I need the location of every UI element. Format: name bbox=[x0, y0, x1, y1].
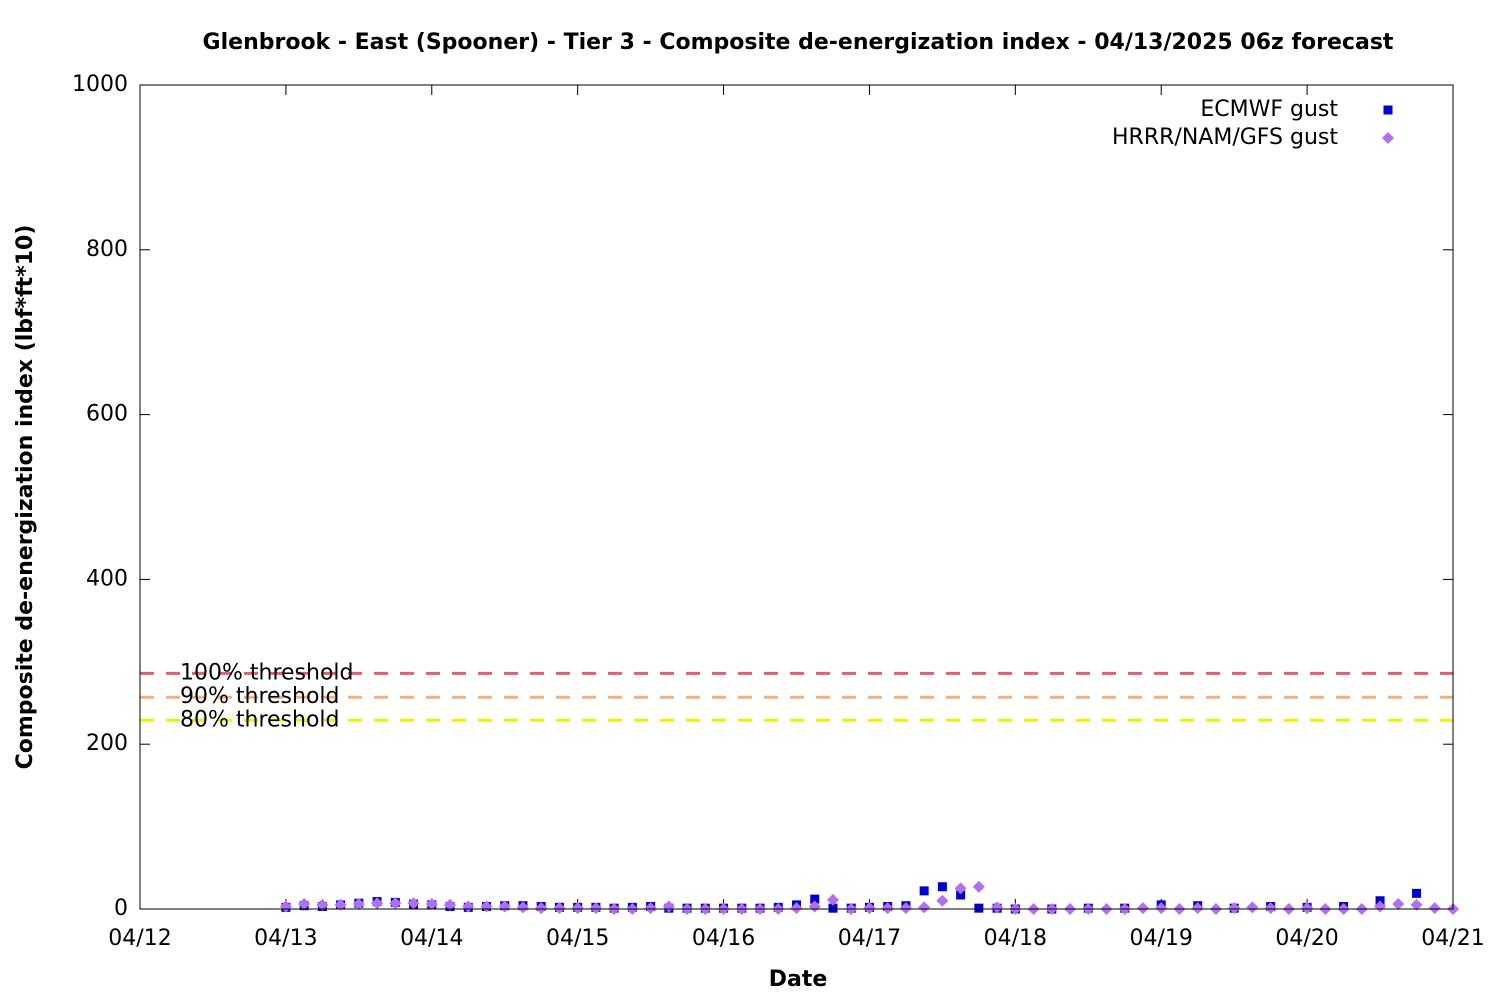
data-point bbox=[1155, 902, 1168, 915]
x-tick-label: 04/13 bbox=[254, 926, 317, 951]
x-tick-label: 04/21 bbox=[1421, 926, 1484, 951]
y-tick-label: 400 bbox=[86, 566, 128, 591]
threshold-label: 80% threshold bbox=[180, 707, 340, 732]
data-point bbox=[662, 900, 675, 913]
data-point bbox=[1374, 900, 1387, 913]
data-point bbox=[1428, 902, 1441, 915]
x-tick-label: 04/18 bbox=[984, 926, 1047, 951]
data-point bbox=[936, 894, 949, 907]
threshold-label: 100% threshold bbox=[180, 660, 354, 685]
data-point bbox=[991, 901, 1004, 914]
chart-title: Glenbrook - East (Spooner) - Tier 3 - Co… bbox=[203, 30, 1394, 55]
legend-label: HRRR/NAM/GFS gust bbox=[1112, 125, 1338, 150]
data-point bbox=[918, 901, 931, 914]
y-tick-label: 200 bbox=[86, 731, 128, 756]
x-tick-label: 04/15 bbox=[546, 926, 609, 951]
x-tick-label: 04/17 bbox=[838, 926, 901, 951]
y-axis-label: Composite de-energization index (lbf*ft*… bbox=[13, 225, 38, 770]
y-tick-label: 800 bbox=[86, 237, 128, 262]
data-point bbox=[334, 898, 347, 911]
data-point bbox=[444, 898, 457, 911]
data-point bbox=[790, 902, 803, 915]
y-tick-label: 0 bbox=[114, 896, 128, 921]
data-point bbox=[1410, 898, 1423, 911]
x-tick-label: 04/19 bbox=[1130, 926, 1193, 951]
data-point bbox=[589, 902, 602, 915]
data-point bbox=[808, 900, 821, 913]
data-point bbox=[937, 882, 947, 892]
x-tick-label: 04/16 bbox=[692, 926, 755, 951]
data-point bbox=[498, 900, 511, 913]
legend-marker bbox=[1382, 132, 1394, 144]
data-point bbox=[972, 880, 985, 893]
data-point bbox=[316, 898, 329, 911]
data-point bbox=[826, 893, 839, 906]
data-point bbox=[352, 898, 365, 911]
data-point bbox=[389, 897, 402, 910]
x-tick-label: 04/20 bbox=[1275, 926, 1338, 951]
data-point bbox=[1136, 902, 1149, 915]
data-point bbox=[956, 890, 966, 900]
legend-label: ECMWF gust bbox=[1200, 97, 1338, 122]
data-point bbox=[298, 898, 311, 911]
y-tick-label: 1000 bbox=[72, 72, 128, 97]
data-point bbox=[462, 900, 475, 913]
data-point bbox=[810, 894, 820, 904]
data-point bbox=[974, 903, 984, 913]
data-point bbox=[828, 903, 838, 913]
data-point bbox=[1246, 901, 1259, 914]
data-point bbox=[1264, 902, 1277, 915]
y-tick-label: 600 bbox=[86, 402, 128, 427]
data-point bbox=[863, 902, 876, 915]
data-point bbox=[553, 902, 566, 915]
data-point bbox=[1228, 902, 1241, 915]
legend-marker bbox=[1383, 105, 1393, 115]
data-point bbox=[899, 902, 912, 915]
data-point bbox=[279, 900, 292, 913]
plot-frame bbox=[139, 84, 1454, 910]
data-point bbox=[1301, 902, 1314, 915]
data-point bbox=[919, 886, 929, 896]
data-point bbox=[644, 902, 657, 915]
data-point bbox=[1392, 898, 1405, 911]
data-point bbox=[1412, 888, 1422, 898]
x-axis-label: Date bbox=[769, 967, 828, 992]
data-point bbox=[571, 902, 584, 915]
data-point bbox=[954, 882, 967, 895]
data-point bbox=[371, 897, 384, 910]
threshold-label: 90% threshold bbox=[180, 684, 340, 709]
data-point bbox=[425, 898, 438, 911]
data-point bbox=[407, 897, 420, 910]
data-point bbox=[881, 902, 894, 915]
x-tick-label: 04/12 bbox=[108, 926, 171, 951]
data-point bbox=[516, 901, 529, 914]
data-point bbox=[535, 902, 548, 915]
data-point bbox=[1191, 902, 1204, 915]
x-tick-label: 04/14 bbox=[400, 926, 463, 951]
data-point bbox=[480, 900, 493, 913]
